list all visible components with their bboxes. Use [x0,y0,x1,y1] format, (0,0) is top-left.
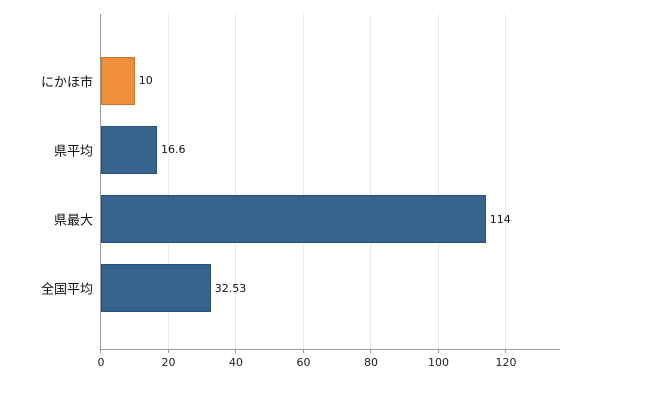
bar-3 [101,264,211,313]
bar-1 [101,125,158,174]
x-tick [505,349,506,353]
x-tick [437,349,439,353]
value-label: 32.53 [214,281,247,295]
x-tick-label: 60 [296,356,311,369]
x-tick-label: 40 [229,356,243,369]
category-label: 県最大 [53,213,93,229]
x-tick-label: 80 [364,356,378,369]
category-label: にかほ市 [40,75,93,91]
gridline [235,14,236,349]
category-label: 全国平均 [40,282,93,298]
gridline [302,14,304,349]
x-tick-label: 100 [428,356,449,369]
gridline [505,14,506,349]
value-label: 16.6 [161,143,186,157]
x-axis: 0 20 40 60 80 100 120 [98,14,560,369]
bar-0 [101,56,135,105]
category-label: 県平均 [53,144,93,160]
x-tick [302,349,304,353]
value-label: 10 [138,74,153,88]
x-tick [235,349,236,353]
x-tick-label: 0 [97,356,105,369]
bar-row: 県最大 114 [54,194,560,244]
bars-container: にかほ市 10 県平均 16.6 県最大 114 全国平均 32.53 [41,14,560,349]
x-tick-label: 120 [495,356,517,369]
bar-row: 全国平均 32.53 [41,263,560,313]
x-tick [370,349,371,353]
gridline [167,14,169,349]
value-label: 114 [489,212,511,226]
bar-row: 県平均 16.6 [54,125,560,175]
plot-area: にかほ市 10 県平均 16.6 県最大 114 全国平均 32.53 0 20 40 60 80 10… [41,14,560,369]
x-tick [167,349,169,353]
bar-2 [101,195,486,244]
gridlines [101,14,560,349]
x-tick-label: 20 [161,356,176,369]
bar-row: にかほ市 10 [41,56,560,106]
gridline [370,14,371,349]
x-tick [100,349,101,353]
gridline [437,14,439,349]
